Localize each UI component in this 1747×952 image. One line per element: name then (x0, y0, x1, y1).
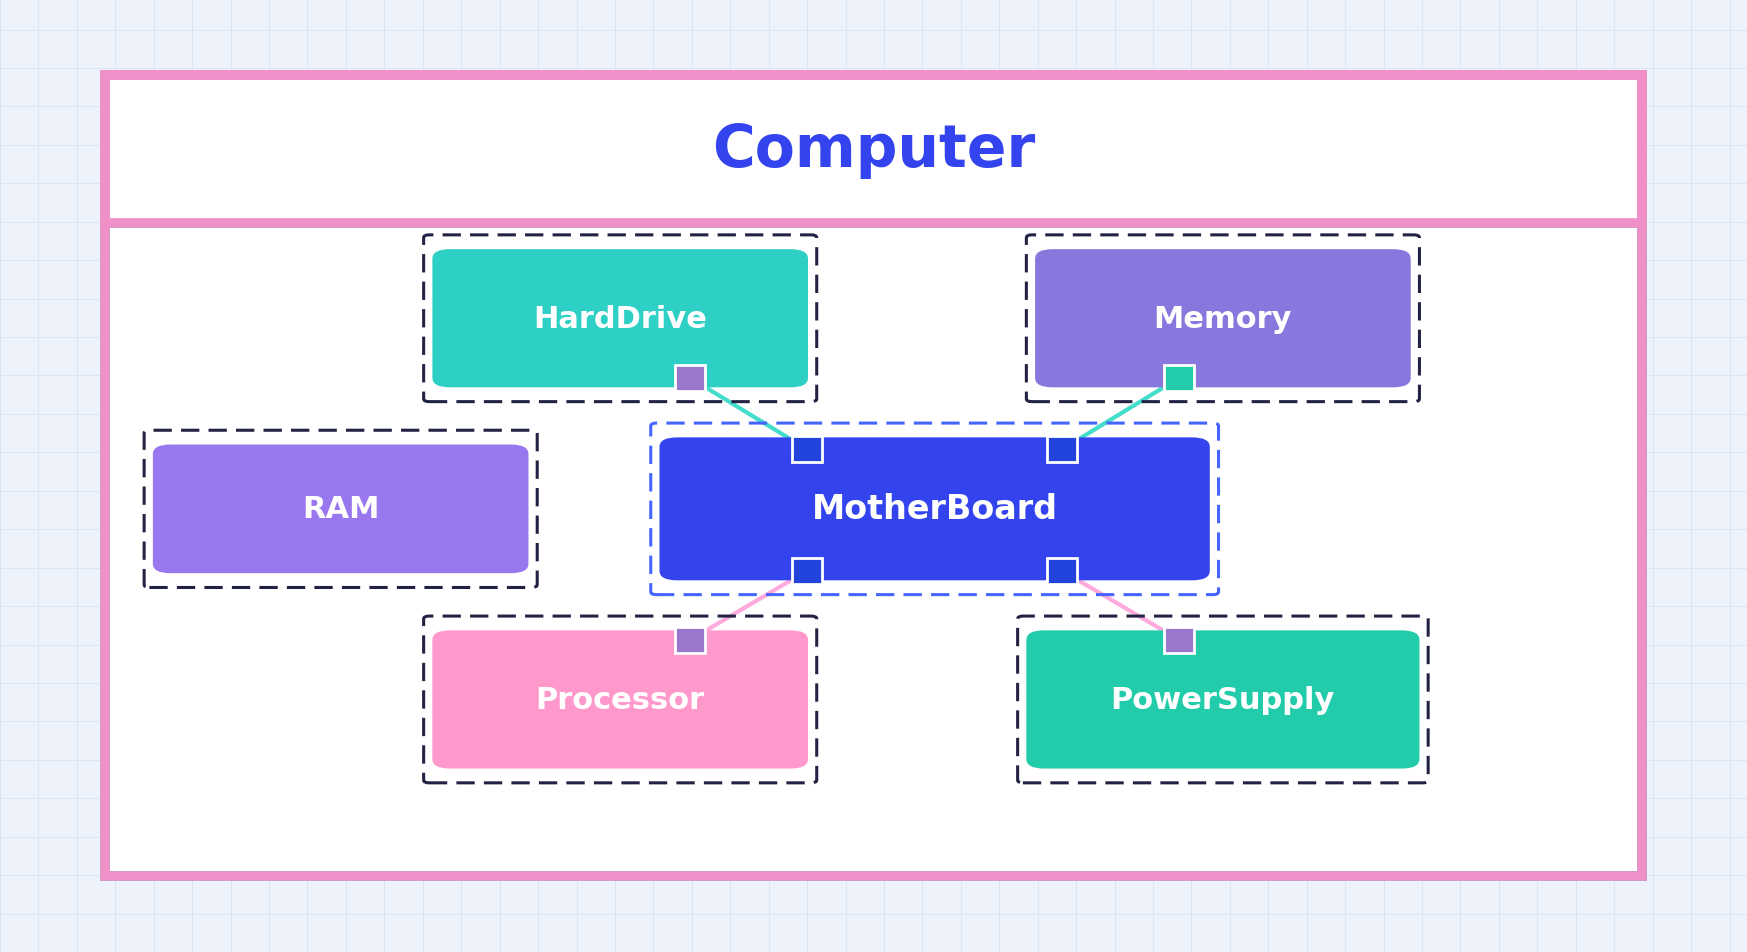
FancyBboxPatch shape (1164, 627, 1195, 653)
FancyBboxPatch shape (791, 558, 821, 584)
FancyBboxPatch shape (154, 446, 528, 573)
FancyBboxPatch shape (791, 437, 821, 463)
FancyBboxPatch shape (1164, 366, 1195, 391)
FancyBboxPatch shape (1048, 437, 1076, 463)
FancyBboxPatch shape (1034, 249, 1410, 388)
FancyBboxPatch shape (674, 627, 706, 653)
FancyBboxPatch shape (1025, 630, 1419, 769)
Text: Computer: Computer (711, 122, 1036, 179)
Text: MotherBoard: MotherBoard (812, 493, 1057, 526)
Text: Memory: Memory (1153, 305, 1293, 333)
FancyBboxPatch shape (105, 224, 1642, 876)
FancyBboxPatch shape (432, 249, 807, 388)
FancyBboxPatch shape (432, 630, 807, 769)
Text: HardDrive: HardDrive (533, 305, 708, 333)
Text: PowerSupply: PowerSupply (1111, 685, 1335, 714)
FancyBboxPatch shape (1048, 558, 1076, 584)
FancyBboxPatch shape (674, 366, 706, 391)
FancyBboxPatch shape (105, 76, 1642, 224)
FancyBboxPatch shape (660, 438, 1209, 581)
Text: Processor: Processor (536, 685, 704, 714)
Text: RAM: RAM (302, 495, 379, 524)
